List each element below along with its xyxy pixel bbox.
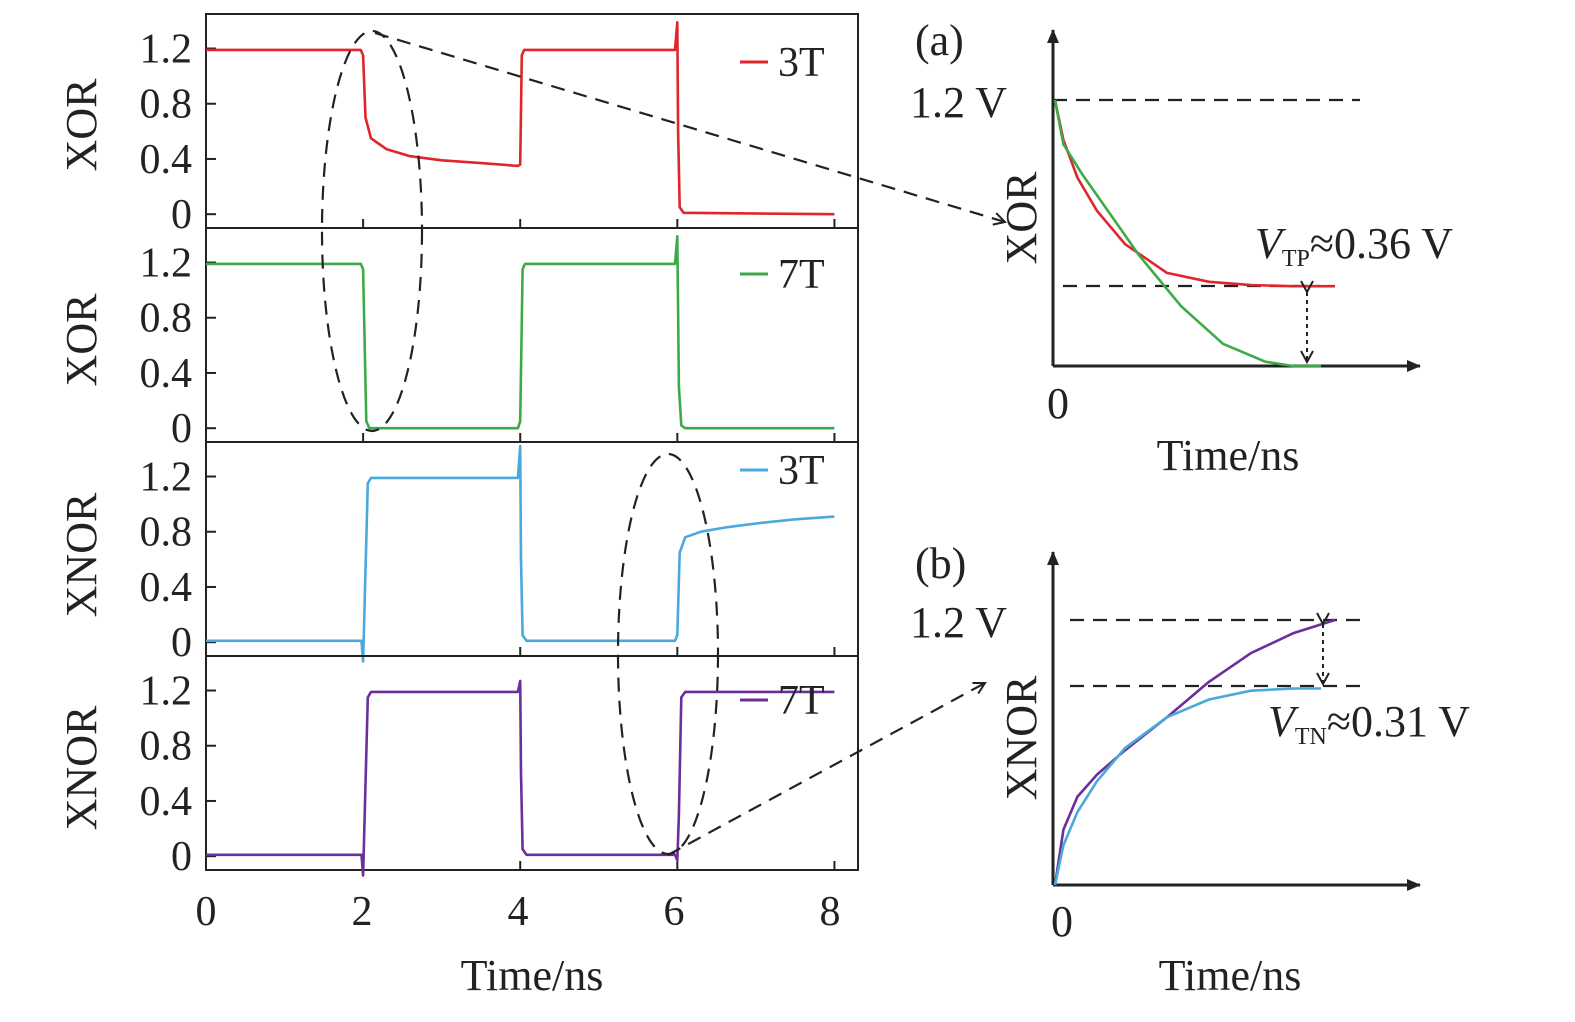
inset-a-traces-series-1	[1053, 99, 1335, 288]
panel-1-y-tick-label: 0.8	[140, 82, 193, 128]
inset-a-x-origin: 0	[1047, 379, 1069, 428]
x-axis: 0 2 4 6 8 Time/ns	[196, 889, 841, 1000]
panel-4: 1.2 0.8 0.4 0 XNOR 7T	[57, 655, 859, 880]
panel-4-trace	[206, 679, 835, 877]
panel-1: 1.2 0.8 0.4 0 XOR 3T	[57, 13, 859, 238]
inset-a-traces-series-2	[1053, 99, 1321, 368]
panel-2-y-title: XOR	[57, 293, 106, 387]
zoom-ellipse-xnor	[616, 452, 720, 856]
panel-3: 1.2 0.8 0.4 0 XNOR 3T	[57, 441, 859, 666]
panel-3-y-tick-label: 0.8	[140, 510, 193, 556]
panel-1-y-title: XOR	[57, 78, 106, 172]
panel-1-y-tick-label: 1.2	[140, 27, 193, 73]
panel-3-y-tick-label: 0.4	[140, 565, 193, 611]
panel-2-frame	[205, 227, 859, 443]
inset-b: (b) 1.2 V XNOR 0 Time/ns VTN≈0.31 V	[910, 539, 1470, 1000]
panel-3-frame	[205, 441, 859, 657]
x-tick-label-2: 2	[352, 889, 373, 935]
panel-2-trace	[206, 235, 835, 430]
panel-4-y-tick-label: 1.2	[140, 669, 193, 715]
inset-b-level-label: 1.2 V	[910, 598, 1007, 647]
inset-b-vtn-label: VTN≈0.31 V	[1268, 697, 1470, 750]
panel-1-legend-label: 3T	[778, 40, 825, 86]
inset-a-x-title: Time/ns	[1157, 431, 1300, 480]
panel-2: 1.2 0.8 0.4 0 XOR 7T	[57, 227, 859, 452]
x-tick-label-0: 0	[196, 889, 217, 935]
inset-b-traces-series-2	[1053, 687, 1321, 886]
inset-b-panel-label: (b)	[915, 539, 966, 588]
panel-2-legend-label: 7T	[778, 252, 825, 298]
inset-b-y-title: XNOR	[997, 675, 1046, 800]
panel-1-frame	[205, 13, 859, 229]
panel-1-trace	[206, 21, 835, 216]
inset-a-traces	[1053, 99, 1335, 368]
panel-1-y-tick-label: 0	[171, 192, 192, 238]
zoom-ellipse-xor	[320, 29, 424, 433]
inset-a-y-title: XOR	[997, 171, 1046, 265]
panel-4-legend-label: 7T	[778, 678, 825, 724]
panel-3-legend-label: 3T	[778, 448, 825, 494]
inset-b-x-title: Time/ns	[1159, 951, 1302, 1000]
panel-1-y-tick-label: 0.4	[140, 137, 193, 183]
panel-2-y-tick-label: 0.8	[140, 296, 193, 342]
panel-4-y-tick-label: 0.4	[140, 779, 193, 825]
panel-3-trace	[206, 444, 835, 663]
panel-2-y-tick-label: 0	[171, 406, 192, 452]
zoom-annotations	[320, 29, 1005, 856]
panel-4-y-title: XNOR	[57, 705, 106, 830]
inset-b-traces-series-1	[1053, 618, 1336, 886]
panel-3-y-tick-label: 0	[171, 620, 192, 666]
inset-b-traces	[1053, 618, 1336, 886]
x-tick-label-4: 4	[508, 889, 529, 935]
x-tick-label-8: 8	[820, 889, 841, 935]
panel-3-y-title: XNOR	[57, 492, 106, 617]
zoom-arrow-xor	[374, 31, 1005, 222]
panel-2-y-tick-label: 1.2	[140, 241, 193, 287]
main-chart: 1.2 0.8 0.4 0 XOR 3T 1.2 0.8 0.4 0 XOR 7T 1.2 0.8 0.4 0…	[57, 13, 859, 880]
inset-a: (a) 1.2 V XOR 0 Time/ns VTP≈0.36 V	[910, 16, 1453, 480]
x-tick-label-6: 6	[664, 889, 685, 935]
panel-4-y-tick-label: 0	[171, 834, 192, 880]
zoom-arrow-xnor	[667, 683, 985, 856]
inset-a-vtp-label: VTP≈0.36 V	[1255, 219, 1453, 272]
inset-a-level-label: 1.2 V	[910, 78, 1007, 127]
panel-3-y-tick-label: 1.2	[140, 455, 193, 501]
x-axis-title: Time/ns	[461, 951, 604, 1000]
panel-4-frame	[205, 655, 859, 871]
panel-4-y-tick-label: 0.8	[140, 724, 193, 770]
inset-a-panel-label: (a)	[915, 16, 964, 65]
panel-2-y-tick-label: 0.4	[140, 351, 193, 397]
inset-b-x-origin: 0	[1051, 897, 1073, 946]
